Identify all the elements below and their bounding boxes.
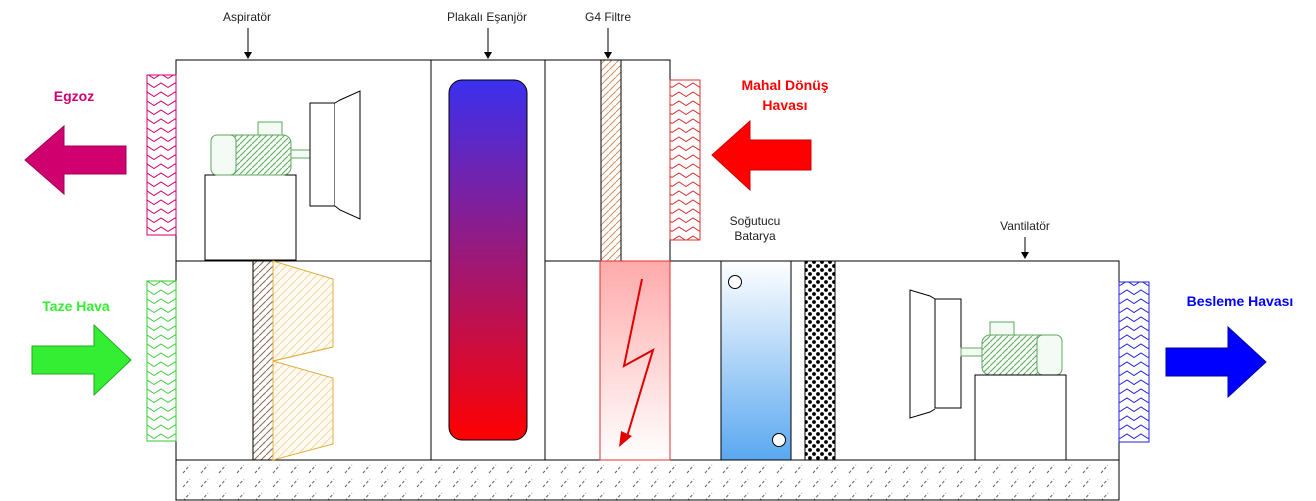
supply-fan-shaft (960, 347, 983, 357)
cooling-coil-connection-top (728, 275, 742, 289)
supply-air-damper (1118, 281, 1150, 443)
exhaust-fan-motor-base (204, 174, 297, 261)
return-air-label-line2: Havası (762, 97, 807, 113)
exhaust-fan-shaft (290, 149, 311, 159)
supply-fan-housing (934, 298, 962, 409)
supply-fan-terminal-box (989, 321, 1015, 336)
fresh-air-arrow-icon (31, 323, 132, 397)
plate-exchanger-label: Plakalı Eşanjör (447, 10, 527, 24)
exhaust-arrow-icon (24, 124, 127, 196)
g4-filter-label: G4 Filtre (585, 10, 631, 24)
fresh-air-label: Taze Hava (42, 298, 110, 314)
exhaust-fan-housing (309, 102, 336, 207)
supply-air-arrow-icon (1165, 325, 1267, 399)
supply-fan-inlet (909, 289, 936, 419)
exhaust-fan-motor-endcap (210, 134, 237, 176)
g4-filter (600, 59, 622, 262)
return-air-label-line1: Mahal Dönüş (741, 77, 828, 93)
return-air-damper (669, 79, 701, 241)
bag-filter-seam (272, 346, 334, 362)
exhaust-label: Egzoz (54, 88, 94, 104)
label-pointers (244, 28, 1029, 259)
unit-base (175, 459, 1120, 501)
return-air-arrow-icon (711, 119, 812, 192)
cooling-coil-label-line1: Soğutucu (730, 214, 781, 228)
lightning-bolt-arrowhead (619, 431, 632, 447)
droplet-eliminator (804, 260, 836, 461)
exhaust-fan-terminal-box (257, 121, 283, 136)
supply-air-label: Besleme Havası (1187, 293, 1294, 309)
supply-fan-label: Vantilatör (1000, 219, 1050, 233)
supply-fan-motor-endcap (1036, 334, 1063, 376)
cooling-coil (720, 260, 792, 461)
supply-fan (909, 289, 1067, 461)
exhaust-damper (146, 74, 177, 236)
supply-fan-motor-base (974, 374, 1067, 461)
bag-filter (272, 260, 334, 461)
exhaust-fan (204, 90, 361, 261)
cooling-coil-connection-bottom (772, 433, 786, 447)
lightning-bolt-icon (622, 278, 655, 441)
cooling-coil-label-line2: Batarya (734, 229, 776, 243)
fresh-air-damper (146, 280, 177, 442)
plate-exchanger (448, 79, 528, 441)
exhaust-fan-inlet (334, 90, 361, 220)
fresh-air-panel-filter (252, 260, 274, 461)
exhaust-fan-label: Aspiratör (223, 10, 271, 24)
